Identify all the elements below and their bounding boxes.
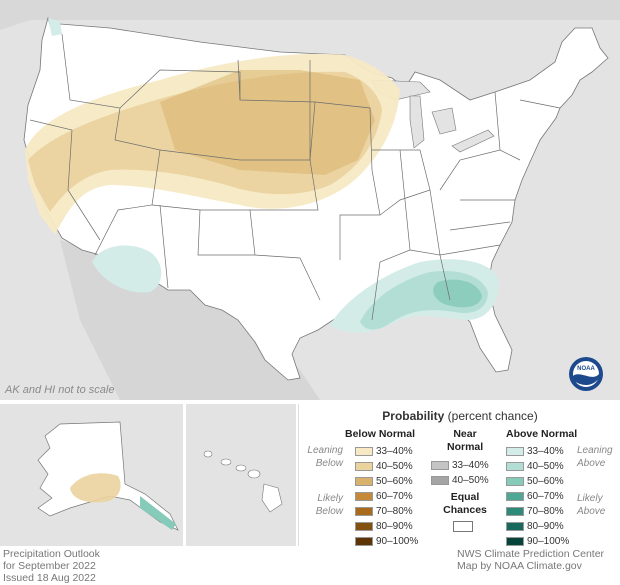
likely-above-label: Likely Above — [577, 493, 606, 517]
near-normal-header: Near Normal — [447, 428, 484, 453]
above-legend-label: 70–80% — [527, 505, 564, 517]
below-legend-label: 40–50% — [376, 460, 413, 472]
scale-note: AK and HI not to scale — [5, 384, 115, 396]
above-legend-label: 90–100% — [527, 535, 570, 547]
hawaii-inset — [186, 404, 296, 546]
hawaii-islands — [203, 450, 283, 513]
below-legend-swatch — [355, 491, 373, 501]
likely-below-label: Likely Below — [315, 493, 343, 517]
alaska-above-area — [140, 496, 176, 530]
footer-right: NWS Climate Prediction Center Map by NOA… — [457, 548, 605, 572]
lake-huron — [431, 107, 457, 135]
alaska-map — [0, 404, 183, 546]
below-legend-swatch — [355, 506, 373, 516]
above-legend-swatch — [506, 536, 524, 546]
above-legend-row: 80–90% — [506, 520, 564, 532]
above-33-40-southwest — [92, 245, 162, 293]
below-normal-header: Below Normal — [345, 428, 416, 440]
below-legend-label: 80–90% — [376, 520, 413, 532]
alaska-below-area — [70, 473, 121, 503]
above-33-40-nw — [48, 18, 62, 36]
lake-michigan — [409, 95, 425, 149]
above-legend-row: 70–80% — [506, 505, 564, 517]
state-borders — [29, 33, 561, 321]
above-legend-row: 50–60% — [506, 475, 564, 487]
above-legend-label: 60–70% — [527, 490, 564, 502]
lake-erie — [451, 129, 495, 153]
leaning-above-label: Leaning Above — [577, 445, 613, 469]
conus-map-panel: AK and HI not to scale NOAA — [0, 0, 620, 400]
below-legend-label: 50–60% — [376, 475, 413, 487]
noaa-logo: NOAA — [569, 357, 603, 391]
above-legend-label: 80–90% — [527, 520, 564, 532]
above-legend-row: 90–100% — [506, 535, 570, 547]
below-legend-swatch — [355, 521, 373, 531]
below-legend-label: 33–40% — [376, 445, 413, 457]
footer-left: Precipitation Outlook for September 2022… — [3, 548, 100, 584]
below-legend-row: 50–60% — [355, 475, 413, 487]
alaska-inset — [0, 404, 183, 546]
below-legend-swatch — [355, 461, 373, 471]
near-legend-swatch — [431, 460, 449, 470]
below-legend-row: 40–50% — [355, 460, 413, 472]
below-legend-swatch — [355, 536, 373, 546]
leaning-below-label: Leaning Below — [307, 445, 343, 469]
above-50-60-southeast — [433, 279, 482, 308]
legend: Probability (percent chance) Below Norma… — [298, 404, 620, 547]
below-legend-label: 70–80% — [376, 505, 413, 517]
above-legend-swatch — [506, 521, 524, 531]
above-legend-swatch — [506, 461, 524, 471]
above-legend-swatch — [506, 491, 524, 501]
above-legend-row: 33–40% — [506, 445, 564, 457]
conus-map — [0, 0, 620, 400]
below-legend-swatch — [355, 446, 373, 456]
below-legend-row: 60–70% — [355, 490, 413, 502]
below-legend-row: 80–90% — [355, 520, 413, 532]
near-legend-label: 33–40% — [452, 459, 489, 471]
above-legend-swatch — [506, 446, 524, 456]
above-normal-header: Above Normal — [506, 428, 578, 440]
above-legend-label: 33–40% — [527, 445, 564, 457]
below-legend-label: 60–70% — [376, 490, 413, 502]
above-legend-label: 50–60% — [527, 475, 564, 487]
below-legend-row: 90–100% — [355, 535, 419, 547]
hawaii-map — [186, 404, 296, 546]
svg-text:NOAA: NOAA — [577, 366, 595, 372]
above-legend-row: 40–50% — [506, 460, 564, 472]
equal-chances-swatch — [453, 521, 473, 532]
near-legend-row: 40–50% — [431, 474, 489, 486]
below-50-60-band — [160, 70, 375, 175]
below-legend-swatch — [355, 476, 373, 486]
above-legend-label: 40–50% — [527, 460, 564, 472]
above-legend-swatch — [506, 476, 524, 486]
canada-land — [0, 0, 620, 30]
equal-chances-label: Equal Chances — [443, 491, 487, 516]
below-legend-label: 90–100% — [376, 535, 419, 547]
above-legend-swatch — [506, 506, 524, 516]
below-legend-row: 33–40% — [355, 445, 413, 457]
near-legend-label: 40–50% — [452, 474, 489, 486]
above-legend-row: 60–70% — [506, 490, 564, 502]
below-legend-row: 70–80% — [355, 505, 413, 517]
near-legend-swatch — [431, 475, 449, 485]
legend-title: Probability (percent chance) — [382, 409, 538, 423]
near-legend-row: 33–40% — [431, 459, 489, 471]
